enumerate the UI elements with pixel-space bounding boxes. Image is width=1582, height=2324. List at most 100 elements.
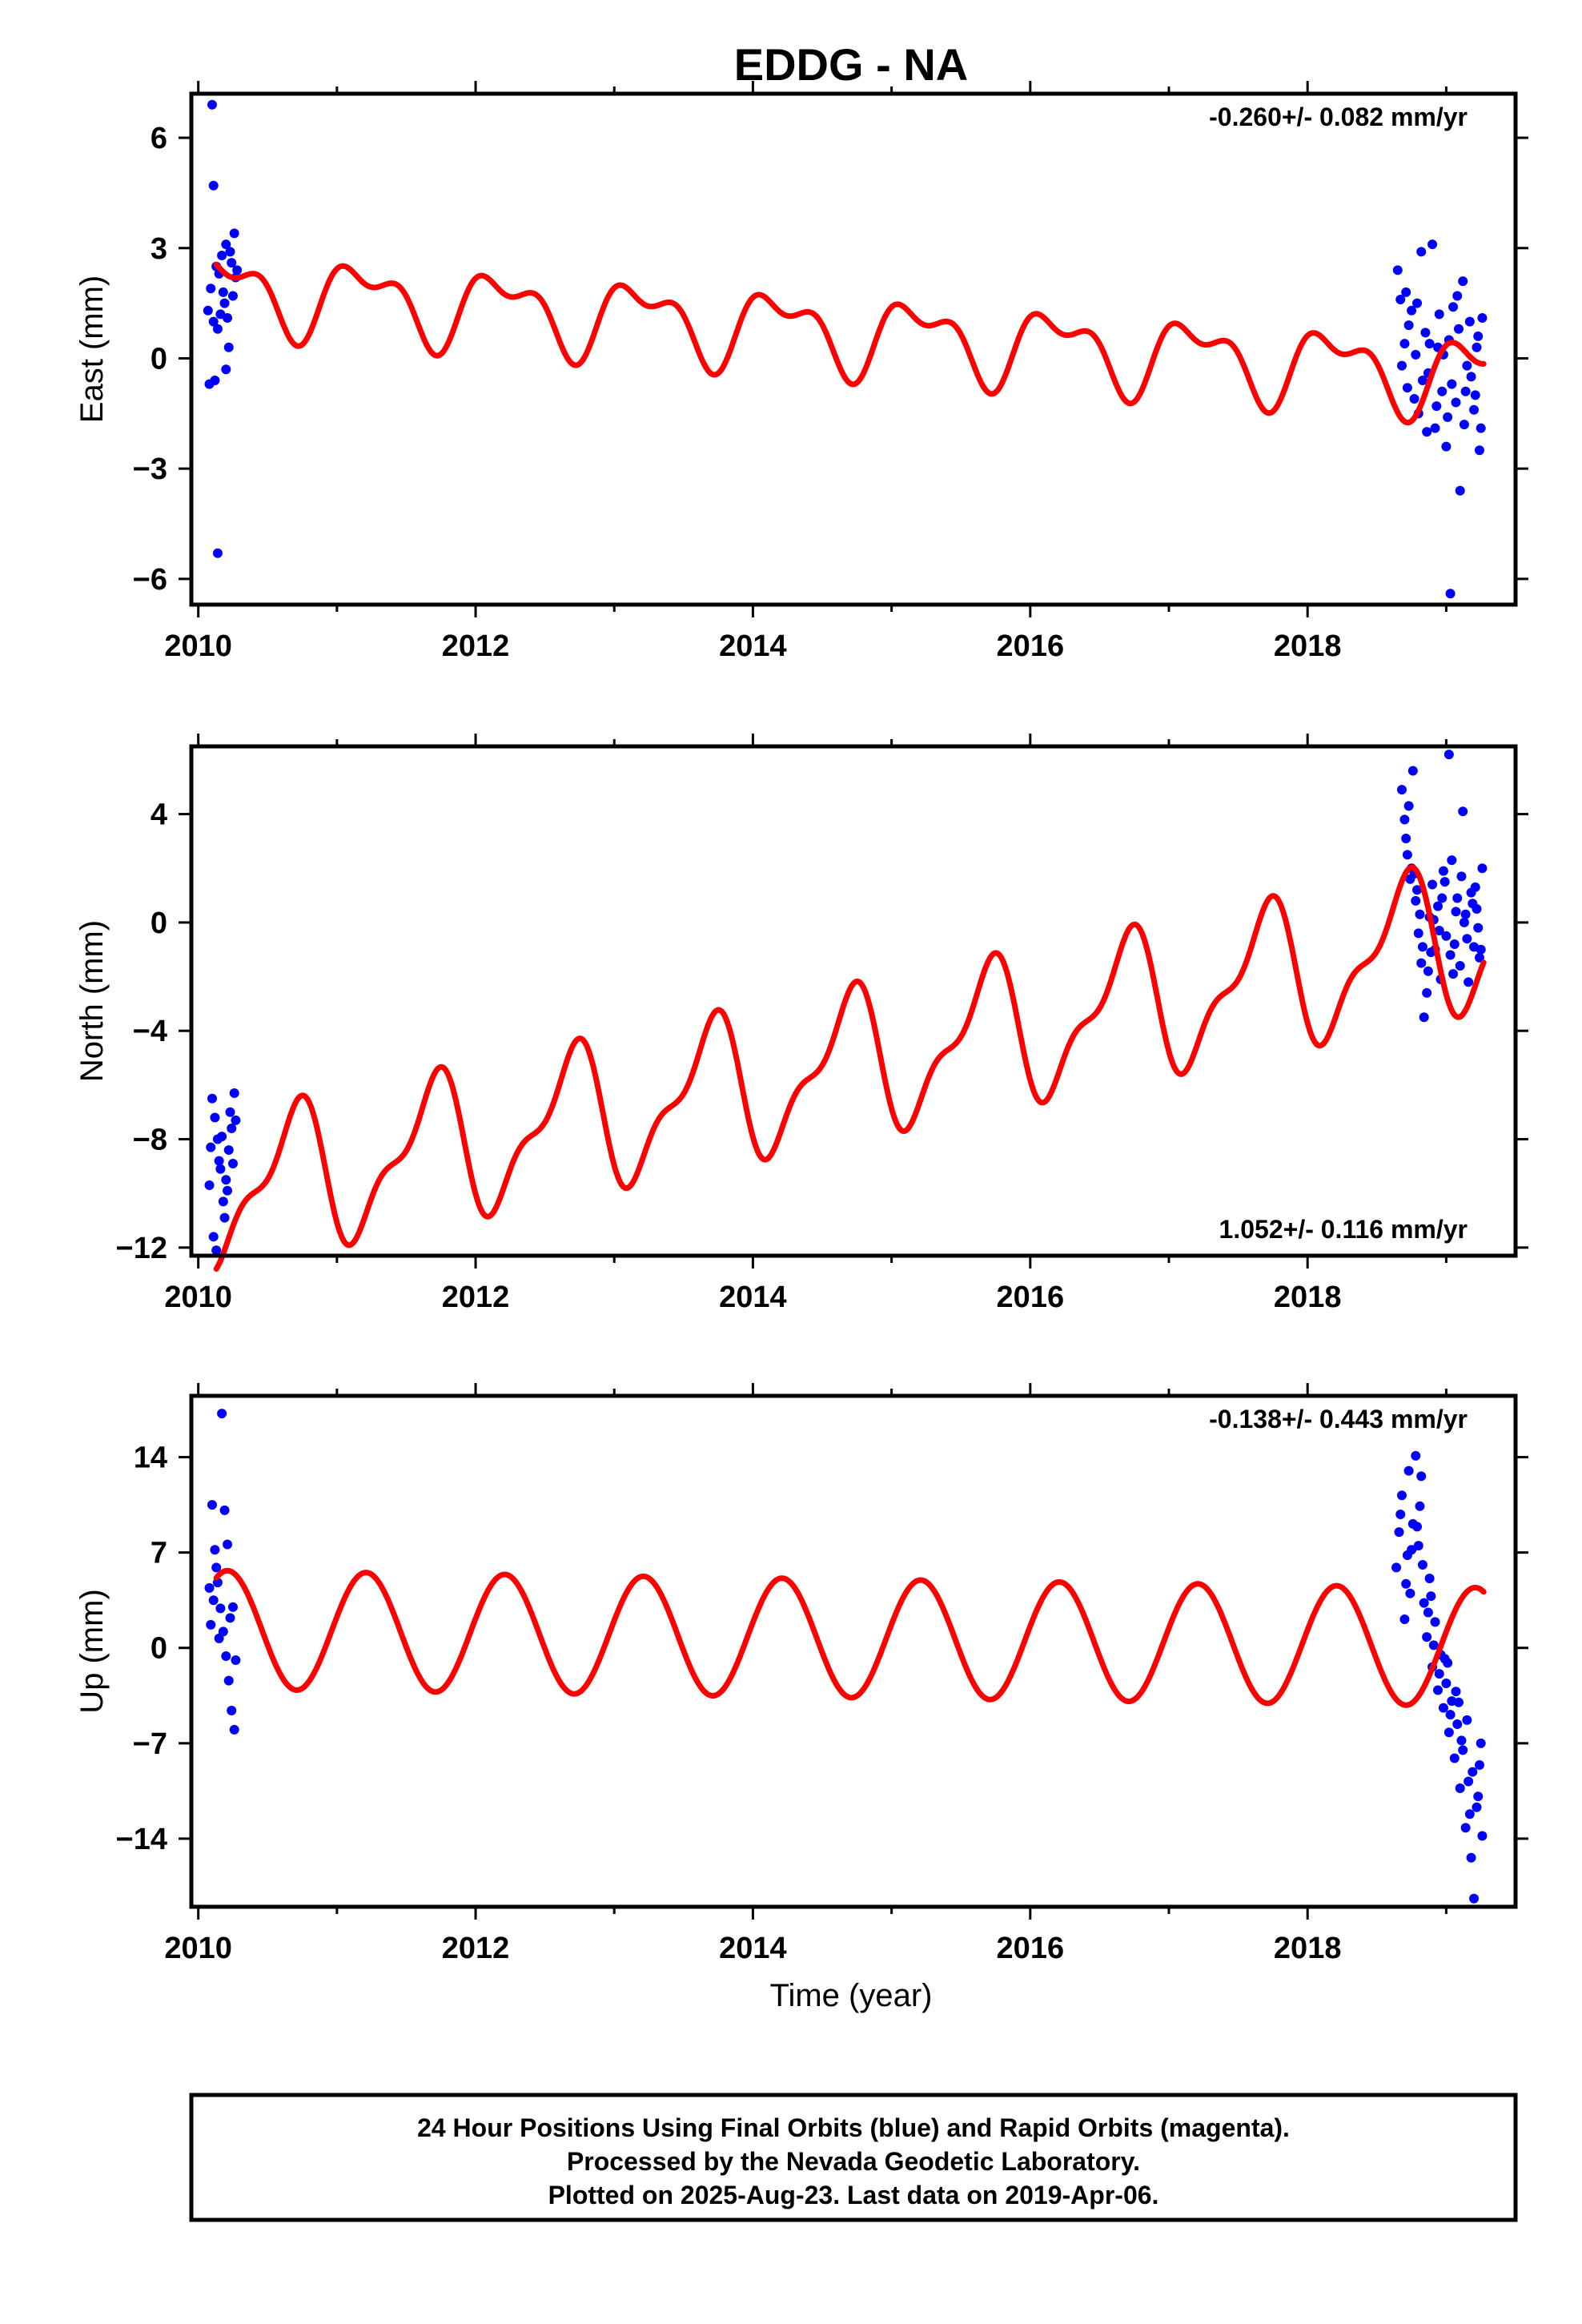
north-data-point <box>1447 855 1457 866</box>
east-data-point <box>221 239 231 250</box>
east-ytick-label: −6 <box>133 563 167 597</box>
north-data-point <box>1458 806 1468 817</box>
north-data-point <box>1449 939 1460 949</box>
east-velocity-label: -0.260+/- 0.082 mm/yr <box>1209 103 1468 131</box>
north-data-point <box>210 1112 220 1123</box>
up-data-point <box>227 1706 237 1716</box>
up-data-point <box>1452 1719 1463 1730</box>
east-data-point <box>1402 383 1412 393</box>
east-data-point <box>206 283 216 294</box>
north-data-point <box>1416 958 1427 968</box>
up-data-point <box>1428 1640 1439 1651</box>
north-data-point <box>214 1156 224 1166</box>
up-data-point <box>1411 1450 1421 1461</box>
up-data-point <box>219 1505 230 1515</box>
east-xtick-label: 2016 <box>997 629 1065 663</box>
up-data-point <box>1394 1527 1404 1538</box>
up-ytick-label: 0 <box>151 1632 167 1666</box>
up-data-point <box>1413 1541 1423 1551</box>
east-data-point <box>1453 324 1464 334</box>
north-data-point <box>1455 961 1465 971</box>
east-data-point <box>225 247 235 257</box>
east-xtick-label: 2014 <box>719 629 787 663</box>
north-data-point <box>208 1232 219 1242</box>
east-data-point <box>1427 239 1438 250</box>
up-data-point <box>215 1603 226 1614</box>
up-data-point <box>1417 1559 1427 1570</box>
north-data-point <box>219 1212 230 1223</box>
up-data-point <box>1416 1471 1427 1482</box>
east-model-curve <box>213 261 1487 426</box>
up-data-point <box>1419 1598 1429 1608</box>
north-data-point <box>221 1175 231 1185</box>
east-data-point <box>1396 360 1407 371</box>
up-data-point <box>1415 1501 1425 1511</box>
north-data-point <box>1456 871 1467 882</box>
up-data-point <box>1443 1727 1454 1738</box>
east-data-point <box>1462 360 1472 371</box>
north-data-point <box>1451 907 1461 917</box>
up-data-point <box>1476 1738 1486 1748</box>
up-xtick-label: 2018 <box>1274 1932 1342 1965</box>
north-data-point <box>223 1185 233 1196</box>
up-data-point <box>208 1595 219 1606</box>
east-data-point <box>1451 397 1461 408</box>
north-data-point <box>1401 834 1411 844</box>
up-data-point <box>1466 1852 1476 1863</box>
east-data-point <box>1401 287 1411 297</box>
north-data-point <box>1402 850 1412 860</box>
east-data-point <box>208 180 219 191</box>
east-data-point <box>1422 427 1432 437</box>
footer-line-2: Processed by the Nevada Geodetic Laborat… <box>567 2147 1140 2176</box>
north-ytick-label: 0 <box>151 907 167 940</box>
north-model-curve <box>213 864 1487 1272</box>
east-data-point <box>1458 276 1468 287</box>
north-data-point <box>227 1124 237 1133</box>
north-ytick-label: 4 <box>151 798 167 832</box>
north-xtick-label: 2018 <box>1274 1281 1342 1314</box>
up-data-point <box>1433 1685 1443 1695</box>
north-data-point <box>1476 944 1486 955</box>
north-data-point <box>1417 942 1427 952</box>
up-data-point <box>1401 1578 1411 1589</box>
north-data-point <box>204 1180 215 1191</box>
up-data-point <box>1434 1669 1444 1679</box>
east-panel: 2010 2012 2014 2016 2018 −6 −3 0 3 6 East (mm) -0.2… <box>74 81 1528 663</box>
north-data-point <box>1407 766 1418 776</box>
up-ytick-label: −7 <box>133 1727 167 1761</box>
up-data-point <box>1455 1783 1465 1793</box>
north-data-point <box>1441 931 1452 941</box>
north-ticks <box>179 734 1528 1269</box>
north-data-point <box>1448 969 1459 979</box>
east-data-point <box>1466 372 1476 382</box>
east-xtick-label: 2018 <box>1274 629 1342 663</box>
up-data-point <box>217 1409 227 1419</box>
east-data-point <box>1472 342 1482 352</box>
north-data-point <box>1464 977 1474 987</box>
east-data-point <box>1430 423 1440 433</box>
north-data-point <box>1470 882 1480 892</box>
up-data-point <box>1396 1490 1407 1501</box>
up-panel: 2010 2012 2014 2016 2018 −14 −7 0 7 14 Up (mm) -0.1… <box>74 1383 1528 1965</box>
east-data-point <box>1434 309 1444 320</box>
up-data-point <box>1445 1710 1456 1720</box>
up-data-point <box>1438 1703 1448 1713</box>
north-xtick-label: 2010 <box>164 1281 232 1314</box>
east-xtick-label: 2012 <box>442 629 510 663</box>
up-data-point <box>1449 1753 1460 1763</box>
north-data-point <box>1437 893 1447 903</box>
east-data-point <box>232 265 243 275</box>
footer-line-1: 24 Hour Positions Using Final Orbits (bl… <box>417 2113 1290 2142</box>
east-data-point <box>1443 412 1453 422</box>
north-data-point <box>1426 947 1436 958</box>
east-ytick-label: 0 <box>151 342 167 376</box>
north-data-point <box>1415 909 1425 919</box>
up-data-point <box>1469 1893 1480 1904</box>
east-data-point <box>1392 265 1403 275</box>
east-data-point <box>1417 376 1427 386</box>
up-data-point <box>214 1633 224 1643</box>
east-data-point <box>223 312 233 323</box>
north-data-point <box>1459 917 1469 927</box>
east-data-point <box>212 324 223 334</box>
up-model-curve <box>213 1567 1487 1708</box>
